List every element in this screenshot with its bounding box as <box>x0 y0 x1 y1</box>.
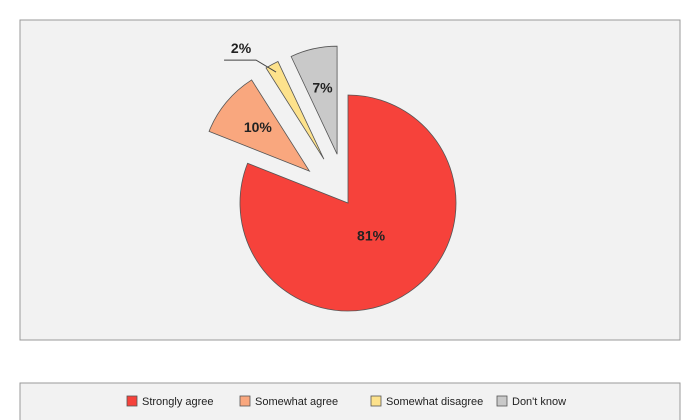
legend-box <box>19 382 681 420</box>
data-label: 2% <box>231 40 252 56</box>
legend-swatch <box>496 395 508 407</box>
legend-label: Don't know <box>512 396 566 408</box>
pie-slice <box>239 94 457 312</box>
legend-swatch <box>126 395 138 407</box>
pie: 81% 10% 2% 7% <box>208 40 457 312</box>
legend-label: Somewhat agree <box>255 396 338 408</box>
legend-swatch <box>370 395 382 407</box>
legend-label: Somewhat disagree <box>386 396 483 408</box>
leader-line <box>224 59 277 73</box>
pie-slice <box>208 79 311 172</box>
pie-slice <box>290 45 338 155</box>
data-label: 10% <box>244 119 273 135</box>
data-label: 81% <box>357 228 386 244</box>
legend-swatch <box>239 395 251 407</box>
legend: Strongly agree Somewhat agree Somewhat dis… <box>126 395 566 408</box>
data-label: 7% <box>312 80 333 96</box>
pie-slice <box>265 60 325 160</box>
legend-label: Strongly agree <box>142 396 214 408</box>
